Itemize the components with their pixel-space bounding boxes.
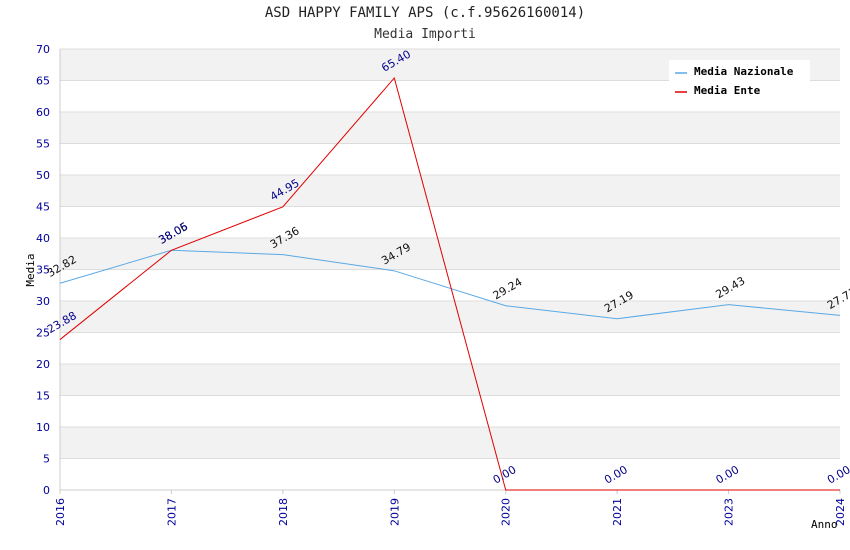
chart-subtitle: Media Importi <box>374 27 476 42</box>
legend: Media Nazionale Media Ente <box>669 60 810 102</box>
x-tick-label: 2016 <box>54 498 67 526</box>
y-tick-label: 55 <box>36 138 50 151</box>
plot-band <box>60 301 840 333</box>
y-tick-label: 50 <box>36 169 50 182</box>
data-label-media-nazionale: 29.43 <box>714 274 748 301</box>
data-label-media-nazionale: 29.24 <box>491 275 525 302</box>
y-axis-title: Media <box>24 253 37 286</box>
y-tick-label: 65 <box>36 75 50 88</box>
y-tick-labels: 0 5 10 15 20 25 30 35 40 45 50 55 60 65 70 <box>36 43 50 497</box>
data-label-media-ente: 0.00 <box>602 463 630 487</box>
plot-bands <box>60 49 840 459</box>
x-axis-title: Anno <box>811 518 838 531</box>
x-tick-label: 2018 <box>277 498 290 526</box>
x-tick-labels: 2016 2017 2018 2019 2020 2021 2023 2024 <box>54 498 847 526</box>
y-tick-label: 5 <box>43 453 50 466</box>
y-tick-label: 60 <box>36 106 50 119</box>
plot-band <box>60 427 840 459</box>
x-tick-label: 2023 <box>723 498 736 526</box>
y-tick-label: 25 <box>36 327 50 340</box>
y-tick-label: 20 <box>36 358 50 371</box>
x-tick-label: 2020 <box>500 498 513 526</box>
data-label-media-nazionale: 27.71 <box>825 285 850 312</box>
y-tick-label: 10 <box>36 421 50 434</box>
plot-band <box>60 112 840 144</box>
plot-band <box>60 175 840 207</box>
x-tick-label: 2021 <box>611 498 624 526</box>
data-label-media-ente: 0.00 <box>714 463 742 487</box>
legend-box <box>669 60 810 102</box>
data-label-media-ente: 0.00 <box>491 463 519 487</box>
series-lines <box>59 76 841 491</box>
x-tick-label: 2024 <box>834 498 847 526</box>
chart-title: ASD HAPPY FAMILY APS (c.f.95626160014) <box>264 5 586 21</box>
data-label-media-ente: 0.00 <box>825 463 850 487</box>
y-tick-label: 70 <box>36 43 50 56</box>
y-tick-label: 35 <box>36 264 50 277</box>
x-tick-label: 2017 <box>165 498 178 526</box>
legend-label-media-nazionale: Media Nazionale <box>694 65 794 78</box>
series-line-media-ente <box>59 76 840 491</box>
plot-band <box>60 238 840 270</box>
plot-band <box>60 364 840 396</box>
y-tick-label: 15 <box>36 390 50 403</box>
y-tick-label: 30 <box>36 295 50 308</box>
legend-label-media-ente: Media Ente <box>694 84 761 97</box>
x-tick-label: 2019 <box>388 498 401 526</box>
y-tick-label: 0 <box>43 484 50 497</box>
series-line-media-nazionale <box>59 249 841 320</box>
y-tick-label: 45 <box>36 201 50 214</box>
y-tick-label: 40 <box>36 232 50 245</box>
